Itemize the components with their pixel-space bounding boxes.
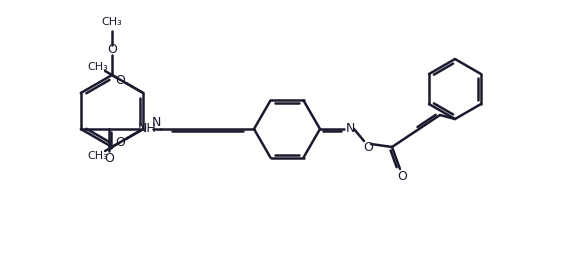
Text: O: O (107, 42, 117, 55)
Text: O: O (363, 140, 373, 154)
Text: O: O (397, 170, 407, 183)
Text: N: N (152, 116, 161, 128)
Text: O: O (115, 135, 126, 148)
Text: O: O (104, 152, 114, 164)
Text: NH: NH (138, 121, 156, 134)
Text: CH₃: CH₃ (87, 61, 108, 71)
Text: O: O (115, 74, 126, 87)
Text: CH₃: CH₃ (102, 17, 122, 27)
Text: CH₃: CH₃ (87, 150, 108, 161)
Text: N: N (345, 121, 355, 134)
